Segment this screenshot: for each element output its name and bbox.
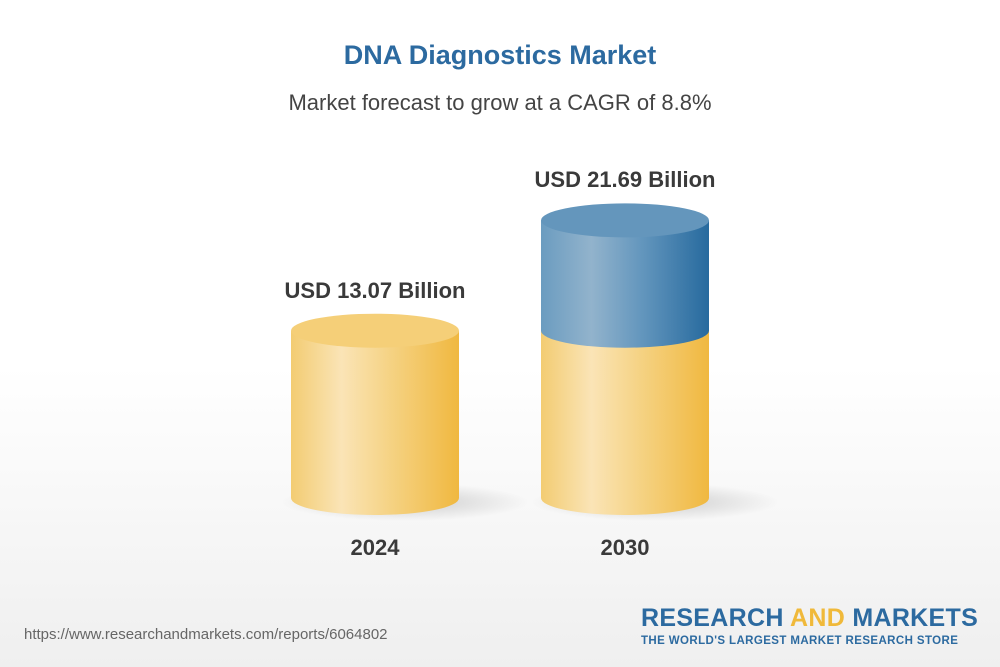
- category-label: 2030: [601, 535, 650, 560]
- research-and-markets-logo: RESEARCH AND MARKETS THE WORLD'S LARGEST…: [641, 604, 979, 647]
- bar-2024-base: [291, 330, 459, 515]
- bar-top: [291, 313, 459, 348]
- chart-title: DNA Diagnostics Market: [343, 40, 657, 70]
- data-label: USD 21.69 Billion: [535, 167, 716, 192]
- bar-2030-base: [541, 330, 709, 515]
- bar-top: [541, 203, 709, 238]
- category-label: 2024: [351, 535, 401, 560]
- data-label: USD 13.07 Billion: [285, 278, 466, 303]
- chart-subtitle: Market forecast to grow at a CAGR of 8.8…: [288, 90, 712, 115]
- bar-2030-growth: [541, 220, 709, 348]
- source-url[interactable]: https://www.researchandmarkets.com/repor…: [24, 626, 388, 643]
